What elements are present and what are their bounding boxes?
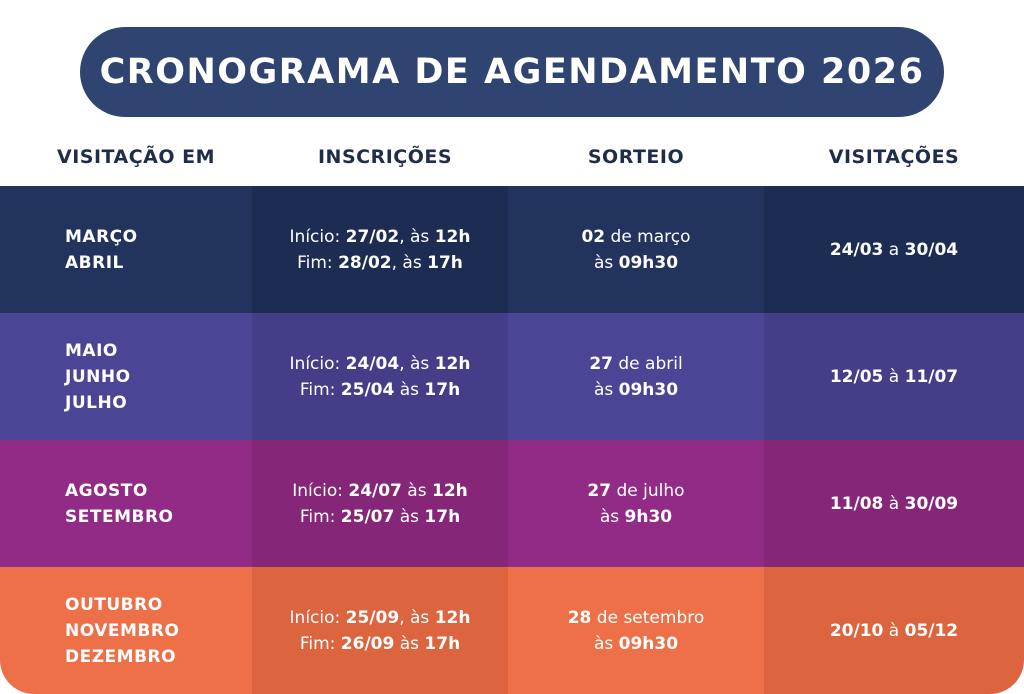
title-banner: CRONOGRAMA DE AGENDAMENTO 2026 (80, 27, 944, 117)
inscricao-fim: Fim: 28/02, às 17h (297, 252, 463, 273)
sorteio-time: às 09h30 (593, 633, 679, 654)
month-label: MARÇO (65, 226, 138, 247)
inscricao-inicio: Início: 27/02, às 12h (289, 226, 471, 247)
schedule-table: MARÇO ABRIL Início: 27/02, às 12h Fim: 2… (0, 186, 1024, 694)
sorteio-cell: 27 de abril às 09h30 (508, 313, 764, 440)
visitacao-range: 24/03 a 30/04 (829, 239, 959, 260)
visitacoes-cell: 11/08 à 30/09 (764, 440, 1024, 567)
visitacoes-cell: 12/05 à 11/07 (764, 313, 1024, 440)
table-header: VISITAÇÃO EM INSCRIÇÕES SORTEIO VISITAÇÕ… (0, 140, 1024, 174)
table-row: OUTUBRO NOVEMBRO DEZEMBRO Início: 25/09,… (0, 567, 1024, 694)
inscricao-fim: Fim: 25/04 às 17h (299, 379, 461, 400)
header-visitacoes: VISITAÇÕES (828, 146, 960, 168)
month-label: SETEMBRO (65, 506, 174, 527)
inscricao-inicio: Início: 24/07 às 12h (292, 480, 468, 501)
inscricao-fim: Fim: 26/09 às 17h (299, 633, 461, 654)
months-cell: AGOSTO SETEMBRO (0, 440, 252, 567)
sorteio-time: às 9h30 (599, 506, 673, 527)
table-row: MARÇO ABRIL Início: 27/02, às 12h Fim: 2… (0, 186, 1024, 313)
sorteio-cell: 27 de julho às 9h30 (508, 440, 764, 567)
header-sorteio: SORTEIO (587, 146, 685, 168)
month-label: MAIO (65, 340, 118, 361)
months-cell: MAIO JUNHO JULHO (0, 313, 252, 440)
month-label: JULHO (65, 392, 128, 413)
month-label: JUNHO (65, 366, 131, 387)
page-title: CRONOGRAMA DE AGENDAMENTO 2026 (99, 52, 925, 92)
visitacao-range: 12/05 à 11/07 (829, 366, 959, 387)
sorteio-date: 28 de setembro (567, 607, 705, 628)
header-inscricoes: INSCRIÇÕES (317, 146, 453, 168)
month-label: DEZEMBRO (65, 646, 177, 667)
sorteio-date: 27 de julho (587, 480, 685, 501)
visitacoes-cell: 20/10 à 05/12 (764, 567, 1024, 694)
sorteio-cell: 02 de março às 09h30 (508, 186, 764, 313)
inscricoes-cell: Início: 27/02, às 12h Fim: 28/02, às 17h (252, 186, 508, 313)
month-label: ABRIL (65, 252, 124, 273)
visitacao-range: 20/10 à 05/12 (829, 620, 959, 641)
inscricoes-cell: Início: 25/09, às 12h Fim: 26/09 às 17h (252, 567, 508, 694)
sorteio-date: 27 de abril (589, 353, 683, 374)
inscricao-inicio: Início: 25/09, às 12h (289, 607, 471, 628)
header-visitacao-em: VISITAÇÃO EM (56, 146, 216, 168)
months-cell: OUTUBRO NOVEMBRO DEZEMBRO (0, 567, 252, 694)
sorteio-cell: 28 de setembro às 09h30 (508, 567, 764, 694)
visitacoes-cell: 24/03 a 30/04 (764, 186, 1024, 313)
table-row: AGOSTO SETEMBRO Início: 24/07 às 12h Fim… (0, 440, 1024, 567)
table-row: MAIO JUNHO JULHO Início: 24/04, às 12h F… (0, 313, 1024, 440)
month-label: NOVEMBRO (65, 620, 180, 641)
months-cell: MARÇO ABRIL (0, 186, 252, 313)
inscricoes-cell: Início: 24/04, às 12h Fim: 25/04 às 17h (252, 313, 508, 440)
inscricao-fim: Fim: 25/07 às 17h (299, 506, 461, 527)
month-label: AGOSTO (65, 480, 148, 501)
month-label: OUTUBRO (65, 594, 163, 615)
visitacao-range: 11/08 à 30/09 (829, 493, 959, 514)
inscricao-inicio: Início: 24/04, às 12h (289, 353, 471, 374)
inscricoes-cell: Início: 24/07 às 12h Fim: 25/07 às 17h (252, 440, 508, 567)
sorteio-time: às 09h30 (593, 252, 679, 273)
sorteio-date: 02 de março (581, 226, 691, 247)
sorteio-time: às 09h30 (593, 379, 679, 400)
